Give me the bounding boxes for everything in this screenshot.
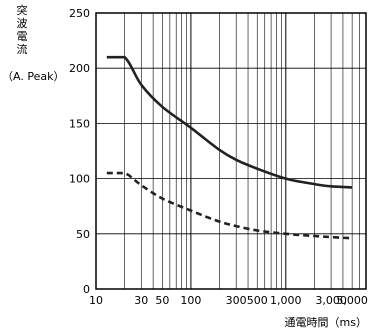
series-line-dashed	[106, 171, 353, 240]
x-tick-label: 300	[226, 294, 247, 307]
y-axis-title: 突 波 電 流	[0, 4, 44, 56]
x-tick-label: 500	[247, 294, 268, 307]
x-tick-label: 1,000	[270, 294, 302, 307]
x-tick-label: 30	[134, 294, 148, 307]
y-tick-label: 200	[69, 62, 90, 75]
y-axis-unit: （A. Peak）	[2, 70, 65, 83]
y-axis-title-char: 突	[16, 4, 28, 17]
x-axis-title: 通電時間（ms）	[284, 316, 367, 329]
x-tick-label: 50	[155, 294, 169, 307]
grid	[95, 12, 367, 290]
x-tick-label: 100	[180, 294, 201, 307]
plot-frame	[95, 12, 367, 290]
x-tick-label: 5,000	[336, 294, 368, 307]
y-tick-label: 150	[69, 117, 90, 130]
y-tick-labels: 0 50 100 150 200 250	[69, 7, 90, 296]
series-line-solid	[106, 55, 353, 189]
y-axis-title-char: 波	[16, 17, 28, 30]
y-tick-label: 250	[69, 7, 90, 20]
y-tick-label: 100	[69, 173, 90, 186]
x-tick-label: 3,000	[315, 294, 347, 307]
y-axis-title-char: 電	[16, 30, 28, 43]
y-axis-title-char: 流	[16, 43, 28, 56]
y-tick-label: 50	[76, 228, 90, 241]
series-group	[106, 55, 353, 240]
y-tick-label: 0	[83, 283, 90, 296]
x-tick-label: 10	[89, 294, 103, 307]
